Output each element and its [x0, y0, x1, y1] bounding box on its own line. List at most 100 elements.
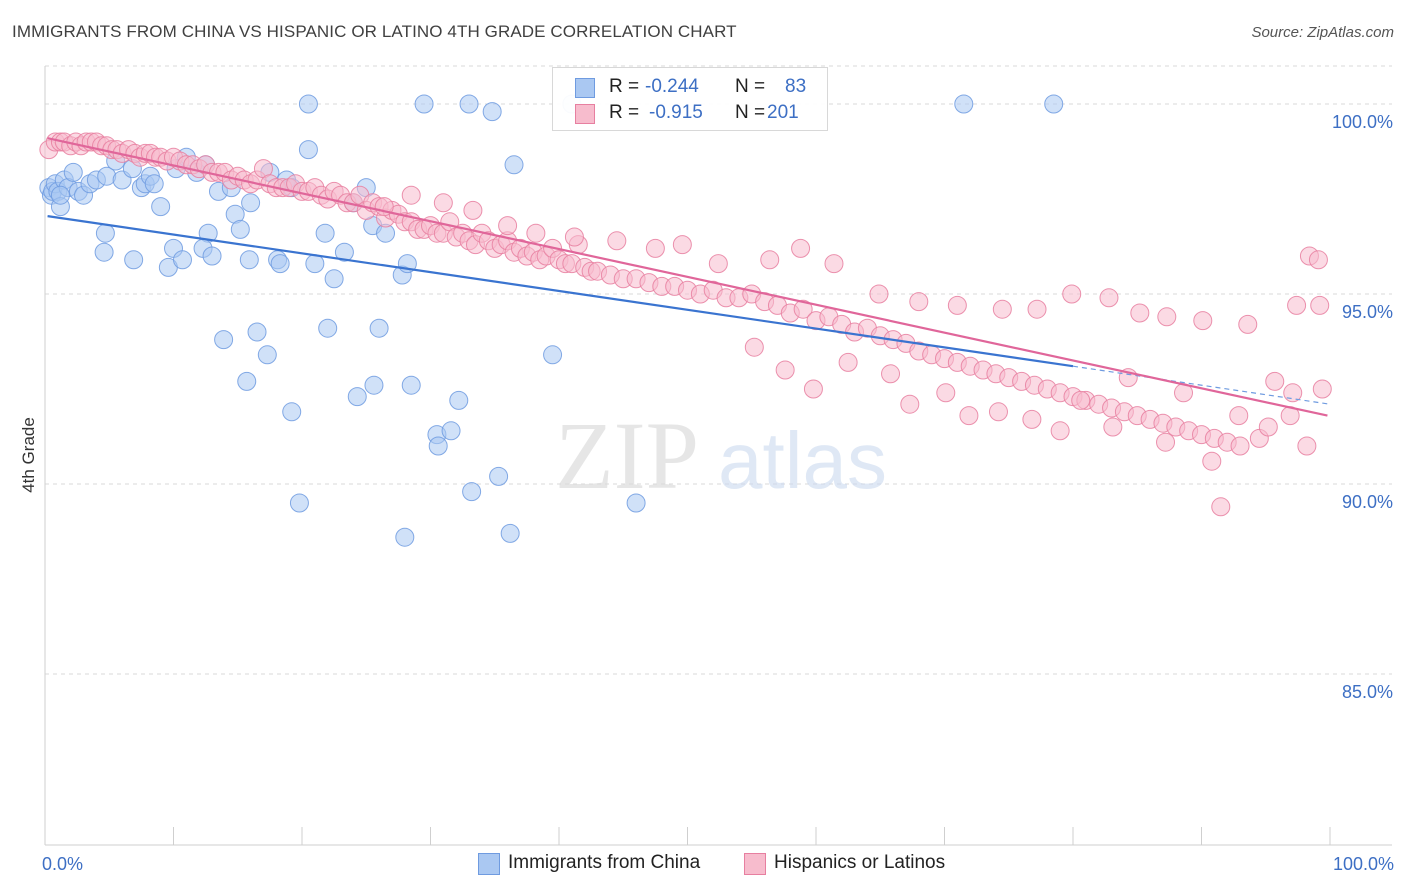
- data-point: [744, 337, 764, 357]
- data-point: [239, 250, 259, 270]
- watermark-atlas: atlas: [718, 416, 887, 505]
- data-point: [282, 402, 302, 422]
- data-point: [1265, 371, 1285, 391]
- legend-r-value: -0.915: [649, 102, 703, 123]
- bottom-legend-label-china: Immigrants from China: [508, 852, 701, 873]
- legend-r-value: -0.244: [645, 76, 699, 97]
- data-point: [498, 216, 518, 236]
- data-point: [1027, 299, 1047, 319]
- data-point: [298, 94, 318, 114]
- y-axis-title: 4th Grade: [19, 417, 38, 493]
- data-point: [401, 375, 421, 395]
- data-point: [1202, 451, 1222, 471]
- data-point: [1211, 497, 1231, 517]
- data-point: [202, 246, 222, 266]
- data-point: [63, 162, 83, 182]
- data-point: [462, 482, 482, 502]
- data-point: [1022, 409, 1042, 429]
- data-point: [482, 102, 502, 122]
- data-point: [838, 352, 858, 372]
- data-point: [1238, 314, 1258, 334]
- data-point: [315, 223, 335, 243]
- data-point: [1310, 295, 1330, 315]
- data-point: [988, 402, 1008, 422]
- data-point: [237, 371, 257, 391]
- data-point: [1044, 94, 1064, 114]
- data-point: [305, 254, 325, 274]
- data-point: [881, 364, 901, 384]
- source-label: Source: ZipAtlas.com: [1251, 24, 1394, 41]
- data-point: [869, 284, 889, 304]
- data-point: [151, 197, 171, 217]
- data-point: [172, 250, 192, 270]
- data-point: [270, 254, 290, 274]
- y-tick-label: 95.0%: [1342, 302, 1393, 322]
- data-point: [124, 250, 144, 270]
- bottom-legend-swatch-hispanic: [744, 853, 766, 875]
- data-point: [433, 193, 453, 213]
- data-point: [672, 235, 692, 255]
- legend-n-label: N =: [735, 76, 766, 97]
- legend-n-value: 83: [785, 76, 807, 97]
- y-tick-label: 100.0%: [1332, 112, 1393, 132]
- data-point: [1071, 390, 1091, 410]
- trend-line: [47, 215, 1074, 368]
- data-point: [504, 155, 524, 175]
- data-point: [564, 227, 584, 247]
- data-point: [626, 493, 646, 513]
- legend-n-value: 201: [767, 102, 799, 123]
- legend-r-label: R =: [609, 102, 640, 123]
- data-point: [954, 94, 974, 114]
- data-point: [959, 406, 979, 426]
- data-point: [364, 375, 384, 395]
- data-point: [449, 390, 469, 410]
- legend-swatch-china: [575, 78, 595, 98]
- data-point: [401, 185, 421, 205]
- chart-title: IMMIGRANTS FROM CHINA VS HISPANIC OR LAT…: [12, 22, 737, 41]
- data-point: [543, 345, 563, 365]
- data-point: [463, 200, 483, 220]
- data-point: [1156, 432, 1176, 452]
- y-tick-labels: 100.0% 95.0% 90.0% 85.0%: [1332, 112, 1393, 702]
- data-point: [793, 299, 813, 319]
- data-point: [94, 242, 114, 262]
- data-point: [318, 318, 338, 338]
- data-point: [298, 140, 318, 160]
- data-point: [645, 238, 665, 258]
- bottom-legend-swatch-china: [478, 853, 500, 875]
- data-point: [1193, 311, 1213, 331]
- data-point: [708, 254, 728, 274]
- data-point: [526, 223, 546, 243]
- data-point: [500, 523, 520, 543]
- data-point: [900, 394, 920, 414]
- data-point: [936, 383, 956, 403]
- data-point: [760, 250, 780, 270]
- bottom-legend-label-hispanic: Hispanics or Latinos: [774, 852, 946, 873]
- data-point: [50, 185, 70, 205]
- data-point: [1157, 307, 1177, 327]
- data-point: [1287, 295, 1307, 315]
- watermark-zip: ZIP: [555, 402, 699, 509]
- data-point: [1099, 288, 1119, 308]
- trend-lines: [47, 137, 1331, 417]
- data-point: [395, 527, 415, 547]
- data-point: [947, 295, 967, 315]
- x-tick-label-left: 0.0%: [42, 854, 83, 874]
- grid-lines: [45, 65, 1392, 675]
- data-point: [257, 345, 277, 365]
- data-point: [414, 94, 434, 114]
- data-point: [909, 292, 929, 312]
- data-point: [230, 219, 250, 239]
- data-point: [1230, 436, 1250, 456]
- data-point: [428, 436, 448, 456]
- data-point: [347, 387, 367, 407]
- data-point: [459, 94, 479, 114]
- data-point: [607, 231, 627, 251]
- data-point: [324, 269, 344, 289]
- data-point: [1050, 421, 1070, 441]
- trend-line-extension: [1072, 365, 1331, 405]
- stats-legend: R = -0.244 N = 83 R = -0.915 N = 201: [552, 67, 828, 131]
- data-point: [824, 254, 844, 274]
- data-point: [95, 223, 115, 243]
